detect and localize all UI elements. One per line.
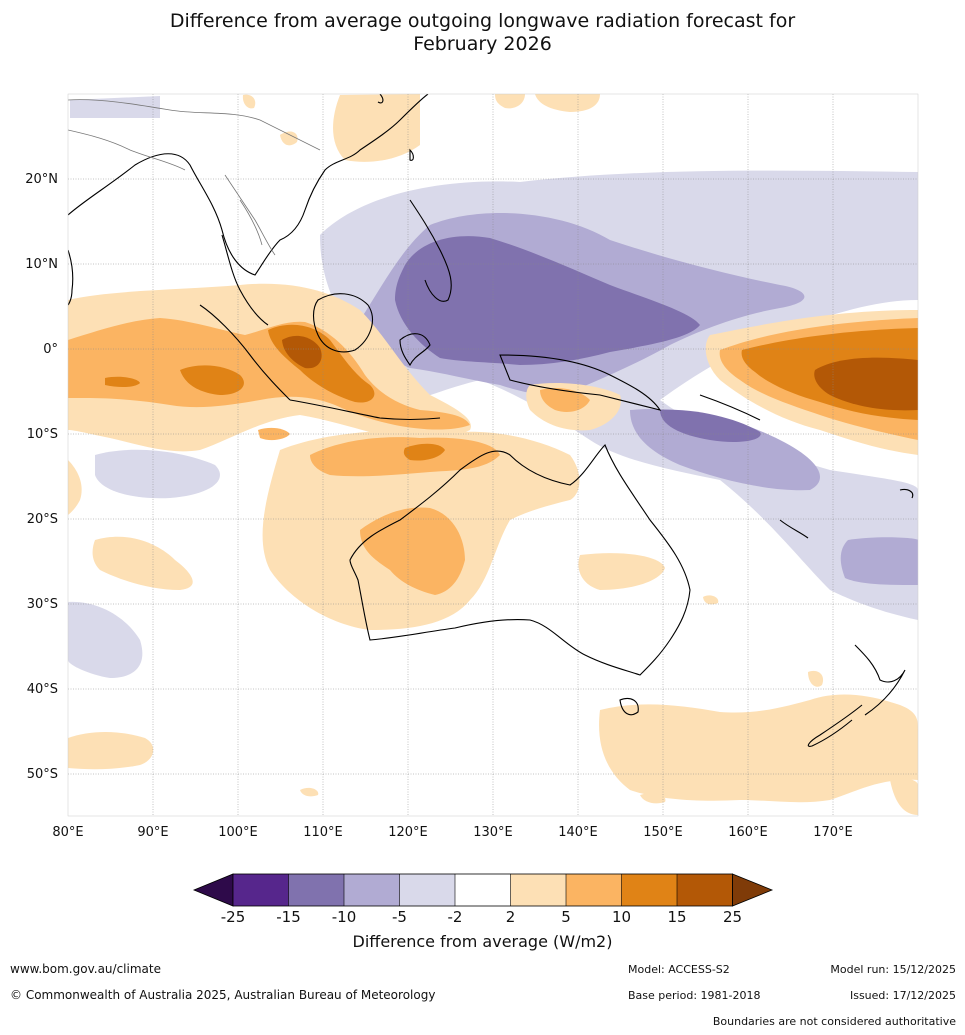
coast-tasmania: [619, 697, 639, 716]
coast-sulawesi: [399, 333, 431, 367]
border-thailand: [239, 199, 263, 246]
coast-solomons: [699, 394, 761, 421]
colorbar-tick: 25: [723, 908, 742, 926]
coast-sumatra: [199, 304, 291, 401]
border-indochina: [224, 174, 276, 256]
border-india: [68, 129, 186, 171]
colorbar-tick: 5: [561, 908, 571, 926]
coast-malay-peninsula: [221, 234, 269, 326]
colorbar-bin-5-10: [566, 874, 622, 906]
copyright-text: © Commonwealth of Australia 2025, Austra…: [10, 988, 436, 1002]
border-china-north: [68, 99, 321, 151]
colorbar-label: Difference from average (W/m2): [352, 932, 613, 951]
colorbar-bin-minus5-minus2: [399, 874, 455, 906]
coast-australia: [349, 444, 691, 676]
coast-asia-mainland: [68, 94, 429, 276]
lon-label-130e: 130°E: [473, 825, 513, 840]
colorbar-outline: [232, 873, 733, 907]
lat-label-20s: 20°S: [27, 512, 58, 527]
colorbar: -25 -15 -10 -5 -2 2 5 10 15 25: [192, 873, 774, 926]
coast-taiwan: [409, 148, 414, 161]
lon-label-100e: 100°E: [218, 825, 258, 840]
base-period: Base period: 1981-2018: [628, 989, 761, 1002]
chart-title: Difference from average outgoing longwav…: [0, 10, 965, 56]
latitude-labels: 20°N 10°N 0° 10°S 20°S 30°S 40°S 50°S: [25, 172, 58, 782]
lon-label-150e: 150°E: [643, 825, 683, 840]
lon-label-90e: 90°E: [137, 825, 168, 840]
lon-label-120e: 120°E: [388, 825, 428, 840]
coast-nz-north: [854, 644, 906, 716]
lat-label-50s: 50°S: [27, 767, 58, 782]
lon-label-170e: 170°E: [813, 825, 853, 840]
lon-label-140e: 140°E: [558, 825, 598, 840]
model-run-date: Model run: 15/12/2025: [830, 963, 956, 976]
colorbar-tick: 15: [667, 908, 686, 926]
colorbar-extend-low: [192, 873, 234, 907]
positive-anomaly-extreme: [282, 335, 918, 411]
coast-new-guinea: [499, 354, 662, 411]
model-name: Model: ACCESS-S2: [628, 963, 730, 976]
lon-label-160e: 160°E: [728, 825, 768, 840]
colorbar-bin-10-15: [621, 874, 677, 906]
lat-label-10n: 10°N: [25, 257, 58, 272]
country-borders: [68, 99, 321, 256]
lat-label-30s: 30°S: [27, 597, 58, 612]
colorbar-bin-15-25: [677, 874, 733, 906]
coastlines: [68, 94, 914, 747]
colorbar-tick: -25: [221, 908, 246, 926]
negative-anomaly-strong: [395, 236, 761, 443]
anomaly-field: [68, 94, 918, 816]
website-link[interactable]: www.bom.gov.au/climate: [10, 962, 161, 976]
graticule: [68, 94, 918, 816]
colorbar-tick: -2: [448, 908, 463, 926]
colorbar-extend-high: [732, 873, 774, 907]
coast-fiji: [899, 488, 914, 499]
map-frame: [67, 93, 919, 817]
colorbar-tick: -15: [276, 908, 301, 926]
lat-label-0: 0°: [43, 342, 58, 357]
colorbar-bin-minus10-minus5: [344, 874, 400, 906]
coast-philippines: [409, 199, 452, 302]
colorbar-tick: 10: [612, 908, 631, 926]
coast-java: [289, 399, 441, 421]
colorbar-tick: -10: [332, 908, 357, 926]
lat-label-20n: 20°N: [25, 172, 58, 187]
title-line-1: Difference from average outgoing longwav…: [169, 10, 796, 32]
colorbar-bin-minus25-minus15: [233, 874, 289, 906]
colorbar-tick: 2: [506, 908, 516, 926]
colorbar-tick: -5: [392, 908, 407, 926]
lon-label-110e: 110°E: [303, 825, 343, 840]
title-line-2: February 2026: [413, 33, 552, 55]
longitude-labels: 80°E 90°E 100°E 110°E 120°E 130°E 140°E …: [52, 825, 852, 840]
issued-date: Issued: 17/12/2025: [849, 989, 956, 1002]
coast-japan: [377, 94, 384, 104]
lat-label-40s: 40°S: [27, 682, 58, 697]
lat-label-10s: 10°S: [27, 427, 58, 442]
coast-borneo: [312, 293, 373, 353]
coast-nz-south: [807, 704, 863, 747]
colorbar-bin-minus15-minus10: [288, 874, 344, 906]
coast-india: [68, 249, 74, 306]
colorbar-dividers: [288, 874, 678, 906]
lon-label-80e: 80°E: [52, 825, 83, 840]
colorbar-bin-2-5: [510, 874, 566, 906]
coast-vanuatu: [779, 519, 809, 539]
colorbar-bin-minus2-2: [455, 874, 511, 906]
boundaries-disclaimer: Boundaries are not considered authoritat…: [712, 1015, 956, 1028]
